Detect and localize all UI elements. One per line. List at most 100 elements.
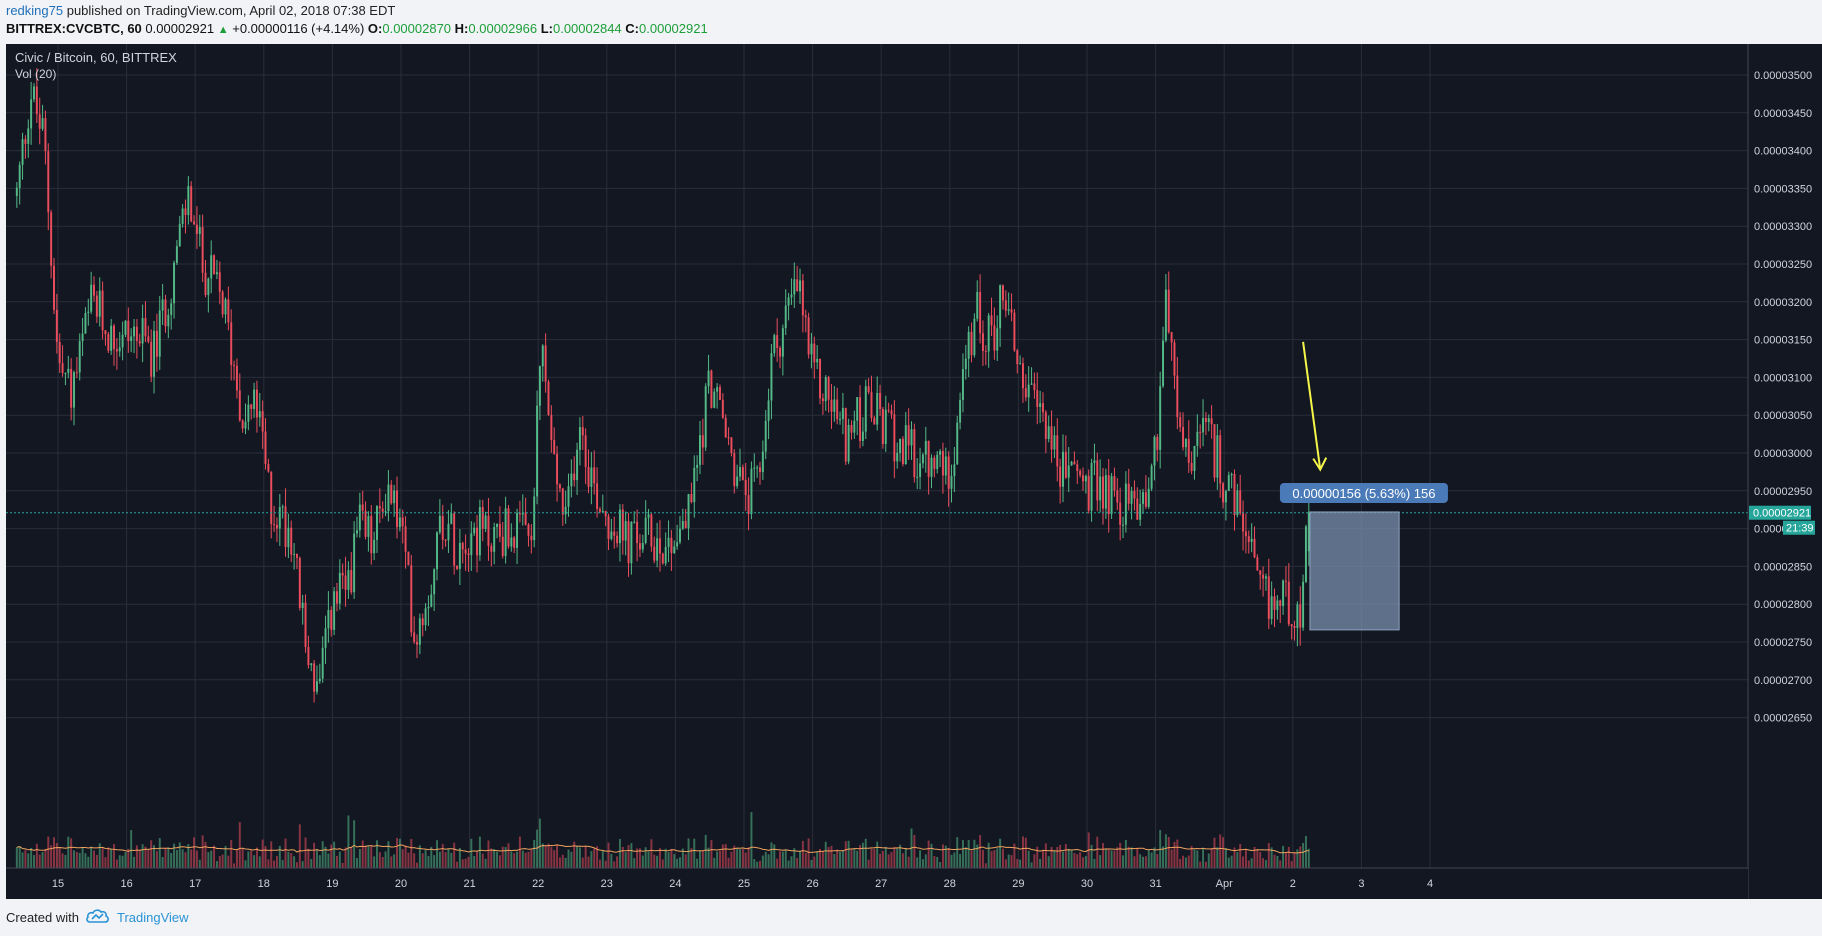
candle-body [1050, 426, 1053, 450]
volume-bar [195, 850, 198, 868]
candle-body [690, 494, 693, 503]
last-price-tag-background [1749, 505, 1811, 520]
candle-body [867, 386, 870, 393]
candle-body [658, 538, 661, 554]
candle-body [784, 305, 787, 329]
volume-bar [1187, 855, 1190, 868]
candle-body [956, 422, 959, 465]
candle-body [61, 363, 64, 373]
x-tick-label: 3 [1358, 878, 1364, 890]
volume-bar [478, 836, 481, 868]
volume-bar [1144, 856, 1147, 868]
volume-bar [593, 848, 596, 868]
candle-body [1007, 309, 1010, 311]
candle-body [318, 678, 321, 682]
time-axis[interactable]: 15 16 17 18 19 20 21 22 23 24 25 26 27 28 29 30 31 Apr 2 3 4 [52, 878, 1433, 890]
candle-body [390, 484, 393, 504]
candle-body [201, 227, 204, 273]
candle-body [347, 570, 350, 590]
chart-container[interactable]: 0.00000156 (5.63%) 156 0.00003500 0.00003… [6, 44, 1822, 899]
yellow-arrow-icon[interactable] [1302, 341, 1322, 470]
volume-bar [573, 841, 576, 868]
volume-bar [127, 848, 130, 868]
candle-body [1027, 384, 1030, 398]
candle-body [561, 488, 564, 515]
candle-body [810, 343, 813, 355]
candle-body [850, 424, 853, 433]
candle-body [887, 409, 890, 411]
volume-bar [844, 841, 847, 868]
volume-bar [178, 842, 181, 868]
candle-body [590, 467, 593, 487]
candle-body [1273, 596, 1276, 610]
candle-body [859, 397, 862, 441]
price-chart[interactable]: 0.00000156 (5.63%) 156 0.000035000.00003… [6, 44, 1822, 899]
volume-bar [730, 851, 733, 868]
candle-body [919, 463, 922, 477]
volume-bar [590, 851, 593, 868]
candle-body [241, 420, 244, 429]
volume-bar [870, 848, 873, 868]
candle-body [1224, 490, 1227, 503]
volume-bar [30, 847, 33, 868]
volume-bar [224, 845, 227, 868]
candle-body [1276, 600, 1279, 610]
tradingview-cloud-icon[interactable] [86, 908, 110, 924]
candle-body [704, 386, 707, 448]
candle-body [1133, 491, 1136, 499]
x-tick-label: 28 [944, 878, 956, 890]
candle-body [847, 424, 850, 462]
y-tick-label: 0.00003250 [1754, 259, 1812, 271]
volume-bar [724, 844, 727, 868]
candle-body [398, 517, 401, 528]
volume-bar [135, 845, 138, 868]
volume-bar [133, 856, 136, 868]
candle-body [1282, 580, 1285, 606]
candle-body [224, 299, 227, 315]
candle-body [1227, 475, 1230, 491]
volume-bar [53, 837, 55, 868]
candle-body [218, 272, 221, 292]
candle-body [801, 280, 804, 316]
candle-body [250, 404, 253, 409]
volume-bar [421, 853, 424, 868]
volume-bar [587, 856, 590, 868]
candle-body [1176, 375, 1179, 418]
volume-bar [999, 838, 1002, 868]
candle-body [624, 521, 627, 541]
price-range-measure[interactable] [1309, 511, 1400, 631]
author-link[interactable]: redking75 [6, 3, 64, 18]
close-label: C: [625, 21, 640, 36]
volume-bar [873, 848, 876, 868]
candle-body [1093, 460, 1096, 463]
volume-bar [1076, 854, 1079, 868]
candle-body [367, 516, 370, 537]
candle-body [335, 591, 338, 604]
candle-body [1299, 604, 1302, 628]
candle-body [407, 551, 410, 566]
volume-bar [387, 841, 390, 868]
candle-body [113, 325, 116, 350]
candle-body [939, 451, 942, 455]
candle-body [67, 368, 70, 373]
volume-bar [904, 847, 907, 868]
volume-bar [598, 859, 601, 868]
volume-bar [881, 850, 884, 868]
tradingview-link[interactable]: TradingView [117, 910, 189, 925]
volume-bar [790, 856, 793, 868]
volume-bar [764, 851, 767, 868]
volume-bar [576, 845, 579, 868]
candle-body [959, 400, 962, 423]
arrow-annotation[interactable] [1302, 341, 1328, 472]
volume-bar [378, 852, 381, 868]
price-axis[interactable]: 0.00003500 0.00003450 0.00003400 0.00003350… [1754, 70, 1812, 725]
volume-bar [507, 843, 510, 868]
volume-bar [33, 855, 35, 868]
candle-body [1084, 475, 1087, 482]
volume-bar [1130, 847, 1133, 868]
volume-bar [1021, 836, 1024, 868]
candle-body [870, 392, 873, 418]
candle-body [853, 420, 856, 433]
volume-bar [964, 847, 967, 868]
volume-bar [630, 843, 633, 868]
